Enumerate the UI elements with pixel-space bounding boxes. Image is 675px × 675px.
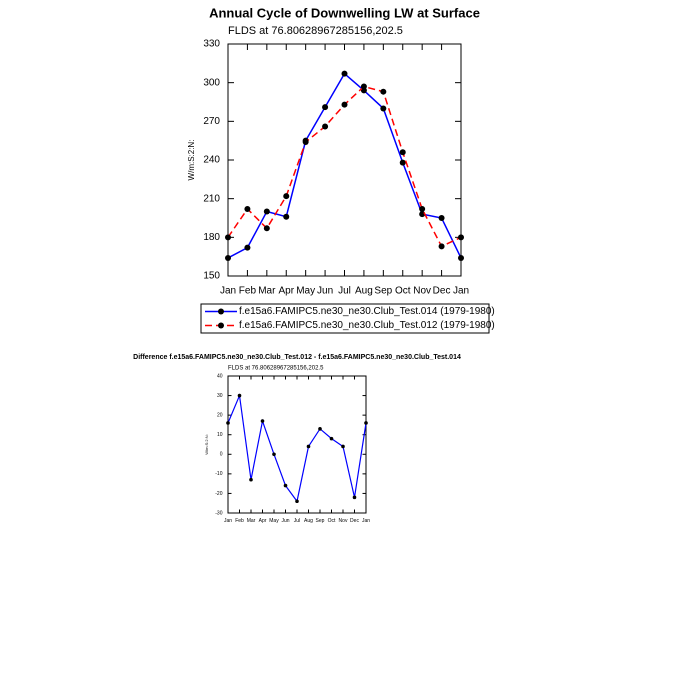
data-point <box>263 225 270 232</box>
data-point <box>399 159 406 166</box>
data-point <box>225 254 231 261</box>
x-tick-label: Jan <box>362 518 370 524</box>
x-tick-label: Aug <box>304 518 313 524</box>
data-point <box>306 444 311 449</box>
y-axis-label: W/m:S:2:N: <box>187 140 196 181</box>
y-tick-label: 150 <box>203 271 220 282</box>
legend-box <box>200 303 490 334</box>
x-tick-label: Oct <box>395 286 411 297</box>
data-point <box>341 444 345 449</box>
y-tick-label: 20 <box>217 412 223 418</box>
data-point <box>283 193 290 200</box>
data-point <box>249 477 253 482</box>
data-point <box>322 123 329 130</box>
data-point <box>322 104 329 111</box>
data-point <box>244 205 251 212</box>
x-tick-label: Sep <box>316 518 325 524</box>
x-tick-label: Mar <box>258 286 276 297</box>
data-point <box>380 105 387 112</box>
x-tick-label: Jul <box>294 518 300 524</box>
y-tick-label: 300 <box>203 77 220 88</box>
data-point <box>295 499 299 504</box>
x-tick-label: Feb <box>235 518 244 524</box>
x-tick-label: Sep <box>374 286 392 297</box>
plot-frame <box>227 43 462 277</box>
x-tick-label: Jun <box>281 518 289 524</box>
data-point <box>302 138 309 145</box>
data-point <box>329 436 334 441</box>
plot-frame <box>227 375 367 514</box>
data-point <box>318 427 322 431</box>
series-line <box>227 85 462 248</box>
data-point <box>419 205 426 212</box>
y-tick-label: 270 <box>203 116 220 127</box>
x-tick-label: Jan <box>224 518 232 524</box>
data-point <box>341 101 348 108</box>
data-point <box>438 215 445 221</box>
data-point <box>341 70 348 77</box>
chart-title: Difference f.e15a6.FAMIPC5.ne30_ne30.Clu… <box>133 354 461 361</box>
data-point <box>438 243 445 250</box>
x-tick-label: Dec <box>350 518 359 524</box>
x-tick-label: Feb <box>239 286 257 297</box>
data-point <box>458 254 464 261</box>
x-tick-label: Apr <box>278 286 294 297</box>
chart-title: Annual Cycle of Downwelling LW at Surfac… <box>209 5 480 20</box>
data-point <box>263 208 270 215</box>
chart-subtitle: FLDS at 76.80628967285156,202.5 <box>228 25 403 37</box>
data-point <box>399 149 406 156</box>
data-point <box>260 419 265 423</box>
y-tick-label: 10 <box>217 432 223 438</box>
chart-subtitle: FLDS at 76.80628967285156,202.5 <box>228 366 324 372</box>
series-line <box>227 393 367 503</box>
y-tick-label: 30 <box>217 393 223 399</box>
x-tick-label: Jun <box>317 286 333 297</box>
x-tick-label: Dec <box>433 286 451 297</box>
legend-marker <box>218 308 224 315</box>
data-point <box>380 88 387 95</box>
data-point <box>283 483 288 488</box>
data-point <box>226 421 230 425</box>
y-axis-label: W/m:S:2:N: <box>204 434 209 454</box>
y-tick-label: 210 <box>203 193 220 204</box>
x-tick-label: Apr <box>259 518 267 524</box>
series-line <box>227 72 462 259</box>
x-tick-label: Nov <box>339 518 348 524</box>
data-point <box>458 234 464 241</box>
x-tick-label: Aug <box>355 286 373 297</box>
data-point <box>283 213 290 220</box>
x-tick-label: May <box>296 286 315 297</box>
data-point <box>364 421 368 425</box>
data-point <box>225 234 231 241</box>
y-tick-label: 240 <box>203 155 220 166</box>
x-tick-label: Mar <box>247 518 256 524</box>
x-tick-label: Jul <box>338 286 351 297</box>
data-point <box>237 393 242 398</box>
data-point <box>244 244 251 251</box>
y-tick-label: -30 <box>215 510 222 516</box>
data-point <box>360 83 367 90</box>
y-tick-label: -10 <box>215 471 222 477</box>
y-tick-label: 0 <box>220 452 223 458</box>
legend-label: f.e15a6.FAMIPC5.ne30_ne30.Club_Test.012 … <box>239 320 495 331</box>
x-tick-label: Jan <box>453 286 469 297</box>
y-tick-label: 180 <box>203 232 220 243</box>
x-tick-label: Nov <box>413 286 431 297</box>
legend-marker <box>218 322 224 329</box>
data-point <box>272 452 276 457</box>
data-point <box>352 495 357 500</box>
x-tick-label: Oct <box>328 518 336 524</box>
legend-label: f.e15a6.FAMIPC5.ne30_ne30.Club_Test.014 … <box>239 306 495 317</box>
y-tick-label: 40 <box>217 373 223 379</box>
y-tick-label: -20 <box>215 491 222 497</box>
x-tick-label: Jan <box>220 286 236 297</box>
x-tick-label: May <box>269 518 279 524</box>
y-tick-label: 330 <box>203 39 220 50</box>
